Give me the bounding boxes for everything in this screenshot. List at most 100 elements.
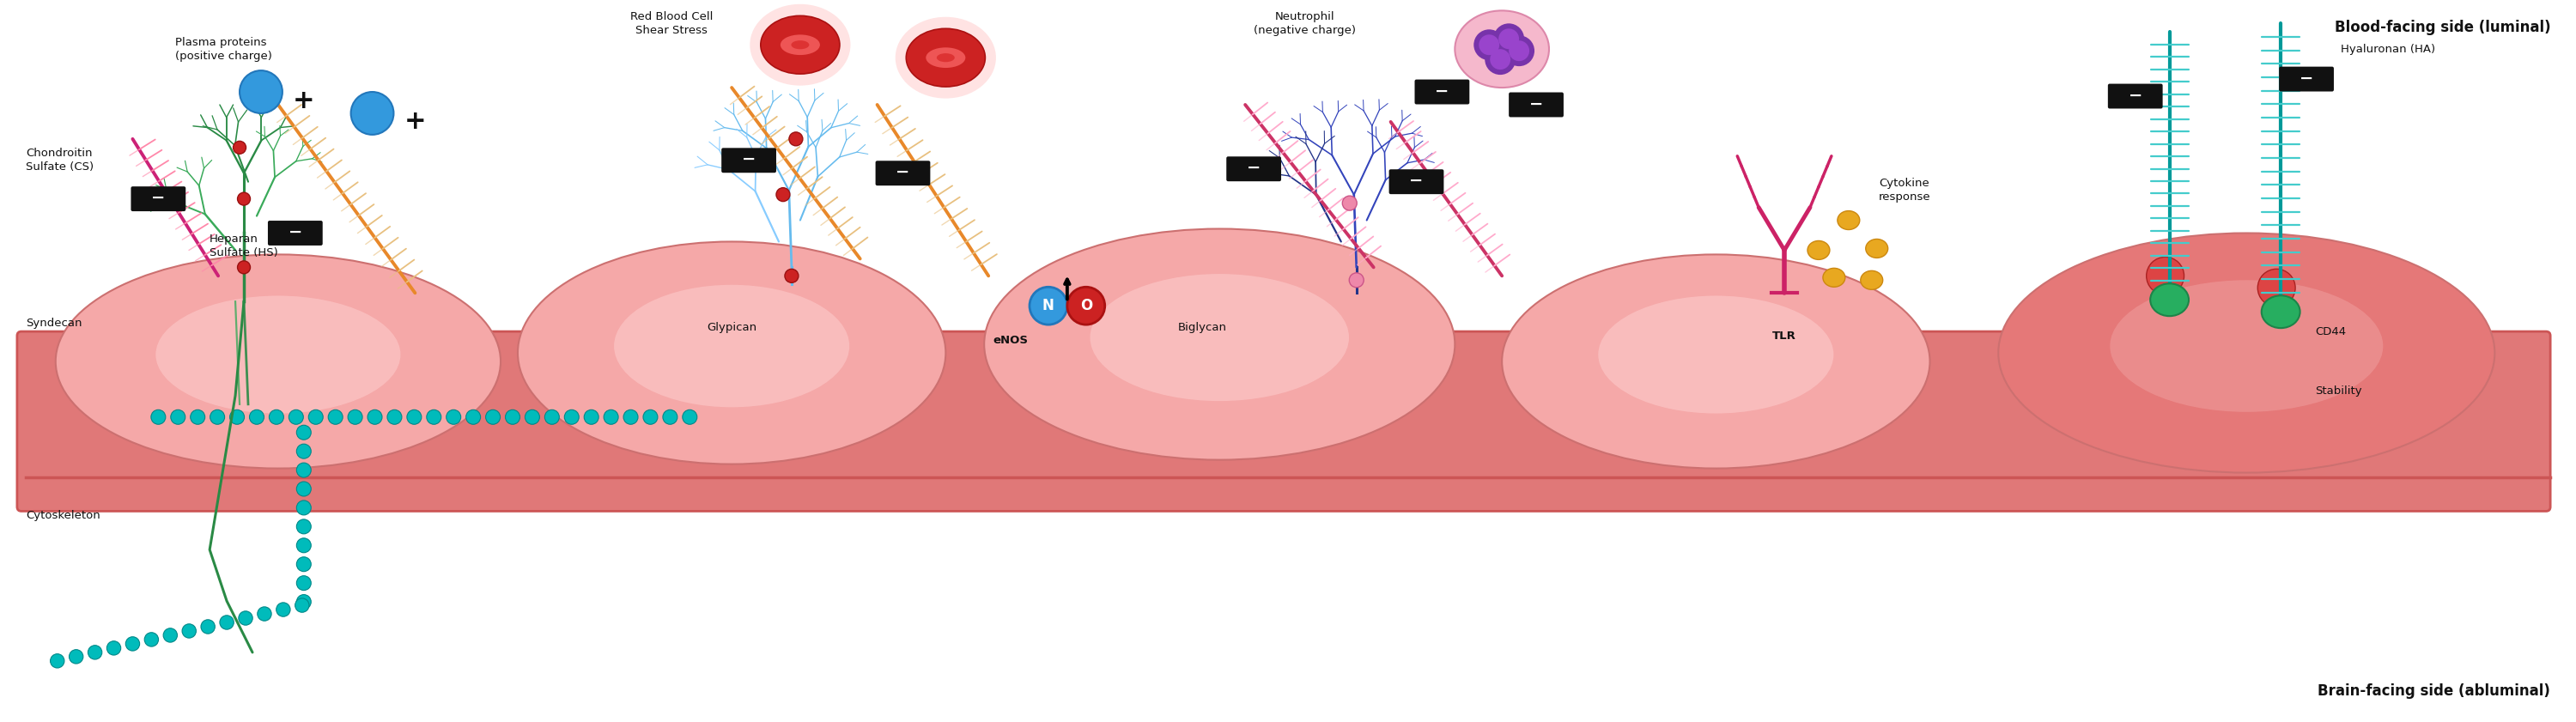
Circle shape xyxy=(1350,273,1363,287)
Text: −: − xyxy=(1530,96,1543,112)
Circle shape xyxy=(191,410,206,425)
Circle shape xyxy=(162,628,178,643)
Circle shape xyxy=(1030,287,1066,325)
Circle shape xyxy=(386,410,402,425)
Circle shape xyxy=(183,624,196,638)
Text: TLR: TLR xyxy=(1772,330,1795,342)
Circle shape xyxy=(1479,35,1499,55)
Circle shape xyxy=(788,132,804,146)
Ellipse shape xyxy=(1824,268,1844,287)
Circle shape xyxy=(152,410,165,425)
Circle shape xyxy=(348,410,363,425)
Text: +: + xyxy=(294,88,314,113)
Circle shape xyxy=(296,538,312,552)
Circle shape xyxy=(240,611,252,625)
Ellipse shape xyxy=(1455,11,1548,87)
Circle shape xyxy=(1484,44,1515,75)
Circle shape xyxy=(296,463,312,477)
Circle shape xyxy=(1510,40,1530,61)
Circle shape xyxy=(219,615,234,630)
Ellipse shape xyxy=(1837,211,1860,230)
Text: Blood-facing side (luminal): Blood-facing side (luminal) xyxy=(2334,20,2550,35)
Text: −: − xyxy=(742,152,755,168)
Text: Hyaluronan (HA): Hyaluronan (HA) xyxy=(2342,43,2434,55)
Circle shape xyxy=(296,575,312,591)
Circle shape xyxy=(428,410,440,425)
Circle shape xyxy=(1342,196,1358,210)
Circle shape xyxy=(201,619,214,634)
Circle shape xyxy=(106,641,121,655)
Ellipse shape xyxy=(1502,254,1929,469)
Circle shape xyxy=(585,410,598,425)
Ellipse shape xyxy=(1090,274,1350,401)
Ellipse shape xyxy=(2151,284,2190,316)
Ellipse shape xyxy=(518,242,945,464)
Circle shape xyxy=(268,410,283,425)
Text: Brain-facing side (abluminal): Brain-facing side (abluminal) xyxy=(2318,683,2550,699)
Circle shape xyxy=(1066,287,1105,325)
Text: +: + xyxy=(404,110,425,134)
Text: −: − xyxy=(1247,160,1260,176)
Ellipse shape xyxy=(984,229,1455,460)
Circle shape xyxy=(623,410,639,425)
Circle shape xyxy=(603,410,618,425)
Circle shape xyxy=(250,410,263,425)
Text: −: − xyxy=(896,164,909,180)
Circle shape xyxy=(296,599,309,612)
Circle shape xyxy=(2257,269,2295,307)
Ellipse shape xyxy=(613,285,850,407)
Circle shape xyxy=(1499,29,1520,49)
FancyBboxPatch shape xyxy=(1226,157,1280,181)
FancyBboxPatch shape xyxy=(1414,79,1468,104)
Circle shape xyxy=(786,269,799,283)
Text: Syndecan: Syndecan xyxy=(26,318,82,329)
Text: Cytokine
response: Cytokine response xyxy=(1878,178,1929,203)
Ellipse shape xyxy=(791,40,809,49)
Circle shape xyxy=(296,444,312,458)
Text: O: O xyxy=(1079,298,1092,313)
Text: eNOS: eNOS xyxy=(992,334,1028,346)
Circle shape xyxy=(237,261,250,274)
Text: Stability: Stability xyxy=(2316,386,2362,397)
Circle shape xyxy=(505,410,520,425)
Circle shape xyxy=(526,410,538,425)
Circle shape xyxy=(296,595,312,609)
Text: Plasma proteins
(positive charge): Plasma proteins (positive charge) xyxy=(175,37,273,61)
FancyBboxPatch shape xyxy=(2280,66,2334,92)
Circle shape xyxy=(662,410,677,425)
Text: N: N xyxy=(1043,298,1054,313)
Circle shape xyxy=(487,410,500,425)
Circle shape xyxy=(544,410,559,425)
Circle shape xyxy=(466,410,482,425)
Circle shape xyxy=(229,410,245,425)
Ellipse shape xyxy=(1999,233,2494,473)
Text: −: − xyxy=(1435,83,1450,99)
Ellipse shape xyxy=(2110,280,2383,412)
Circle shape xyxy=(296,557,312,572)
Circle shape xyxy=(289,410,304,425)
Ellipse shape xyxy=(938,53,956,62)
Circle shape xyxy=(1473,30,1504,60)
Ellipse shape xyxy=(2262,295,2300,328)
FancyBboxPatch shape xyxy=(131,186,185,212)
Ellipse shape xyxy=(1597,296,1834,414)
Circle shape xyxy=(775,188,791,201)
Circle shape xyxy=(88,645,103,659)
Circle shape xyxy=(296,482,312,496)
Ellipse shape xyxy=(1865,239,1888,258)
Text: −: − xyxy=(2128,87,2143,103)
Circle shape xyxy=(368,410,381,425)
Circle shape xyxy=(240,71,283,113)
Text: Neutrophil
(negative charge): Neutrophil (negative charge) xyxy=(1255,11,1355,36)
Circle shape xyxy=(1504,35,1535,66)
FancyBboxPatch shape xyxy=(876,161,930,186)
Text: Chondroitin
Sulfate (CS): Chondroitin Sulfate (CS) xyxy=(26,148,93,173)
Text: Red Blood Cell
Shear Stress: Red Blood Cell Shear Stress xyxy=(631,11,714,36)
Ellipse shape xyxy=(1860,271,1883,290)
FancyBboxPatch shape xyxy=(1388,170,1443,194)
Text: CD44: CD44 xyxy=(2316,326,2347,337)
Circle shape xyxy=(350,92,394,135)
Text: −: − xyxy=(289,224,301,240)
Ellipse shape xyxy=(907,29,984,87)
Circle shape xyxy=(52,654,64,668)
